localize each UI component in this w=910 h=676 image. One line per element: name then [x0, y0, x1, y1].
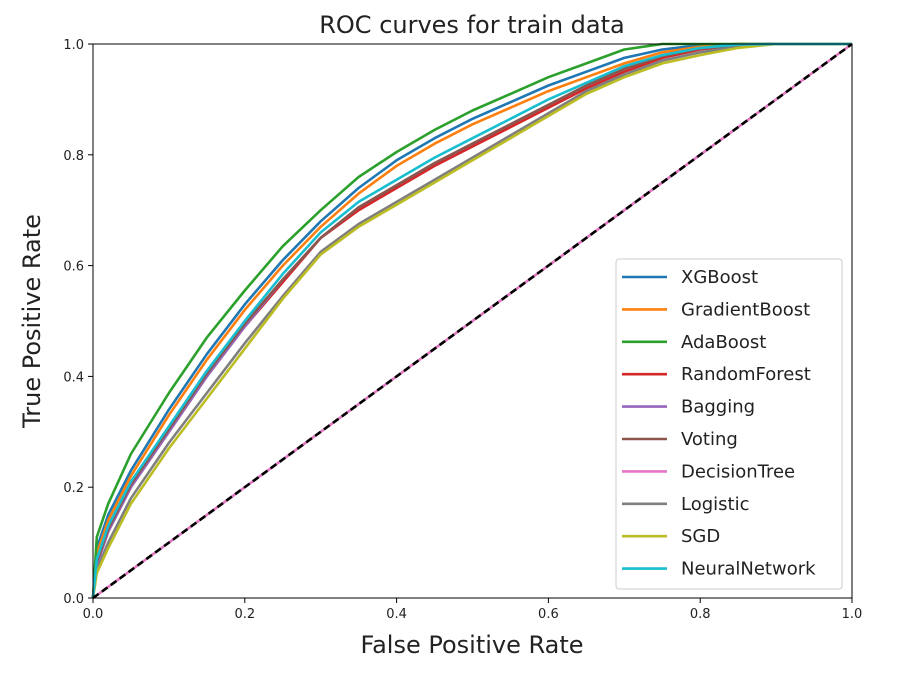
axes-frame	[92, 43, 853, 599]
x-tick-label: 0.4	[386, 607, 407, 622]
plot-area	[91, 42, 853, 600]
x-tick-label: 0.6	[538, 607, 559, 622]
x-tick-label: 0.8	[690, 607, 711, 622]
y-tick-label: 0.6	[63, 260, 84, 275]
legend-label-bagging: Bagging	[681, 397, 755, 418]
legend-label-gradientboost: GradientBoost	[681, 299, 810, 320]
y-axis-ticks: 0.0 0.2 0.4 0.6 0.8 1.0	[63, 38, 93, 607]
x-tick-label: 0.2	[234, 607, 255, 622]
chart-title: ROC curves for train data	[319, 11, 625, 39]
y-tick-label: 0.2	[63, 481, 84, 496]
y-tick-label: 1.0	[63, 38, 84, 53]
legend-label-sgd: SGD	[681, 526, 720, 547]
legend-label-randomforest: RandomForest	[681, 364, 811, 385]
legend-label-adaboost: AdaBoost	[681, 332, 766, 353]
y-tick-label: 0.8	[63, 149, 84, 164]
y-tick-label: 0.4	[63, 370, 84, 385]
legend-label-decisiontree: DecisionTree	[681, 461, 795, 482]
legend: XGBoost GradientBoost AdaBoost RandomForest…	[615, 258, 843, 590]
series-line-sgd	[91, 42, 852, 599]
series-line-gradientboost	[91, 42, 852, 599]
legend-box	[615, 258, 843, 590]
y-axis-label: True Positive Rate	[18, 214, 46, 429]
x-tick-label: 0.0	[83, 607, 104, 622]
y-tick-label: 0.0	[63, 592, 84, 607]
legend-label-logistic: Logistic	[681, 494, 749, 515]
series-line-logistic	[91, 42, 852, 599]
x-tick-label: 1.0	[842, 607, 863, 622]
x-axis-label: False Positive Rate	[360, 631, 583, 659]
series-line-neuralnetwork	[91, 42, 852, 599]
legend-items: XGBoost GradientBoost AdaBoost RandomForest…	[622, 267, 816, 580]
legend-label-voting: Voting	[681, 429, 738, 450]
legend-label-neuralnetwork: NeuralNetwork	[681, 559, 816, 580]
series-line-xgboost	[91, 42, 852, 599]
reference-diagonal-line	[92, 42, 853, 600]
legend-label-xgboost: XGBoost	[681, 267, 758, 288]
x-axis-ticks: 0.0 0.2 0.4 0.6 0.8 1.0	[83, 598, 863, 622]
